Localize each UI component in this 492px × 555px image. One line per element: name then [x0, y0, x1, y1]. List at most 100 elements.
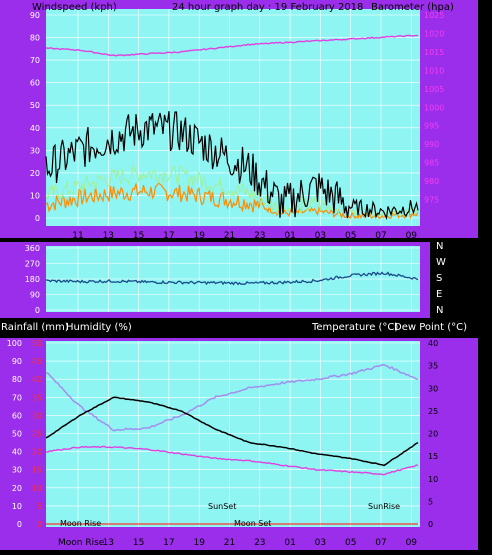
humidity-y-tick: 40	[12, 448, 22, 457]
bottom-x-tick: 23	[254, 538, 265, 548]
top-x-tick: 11	[72, 231, 83, 241]
rain-y-tick: 10	[32, 484, 42, 493]
top-y-tick: 30	[30, 146, 40, 155]
humidity-y-tick: 50	[12, 430, 22, 439]
rain-y-tick: 25	[32, 430, 42, 439]
top-y-tick: 90	[30, 11, 40, 20]
dir-y-tick: 0	[35, 306, 40, 315]
top-y2-tick: 980	[424, 177, 439, 186]
top-y-tick: 0	[35, 214, 40, 223]
bottom-x-tick: 13	[103, 538, 114, 548]
axis-ticks: 0102030405060708090975980985990995100010…	[7, 11, 445, 529]
temp-y-tick: 35	[428, 362, 438, 371]
rain-y-tick: 35	[32, 393, 42, 402]
compass-n-top: N	[436, 241, 443, 252]
x-axis-labels-bottom: 13 15 17 19 21 23 01 03 05 07 09	[103, 538, 418, 548]
top-y2-tick: 985	[424, 159, 439, 168]
top-x-tick: 23	[254, 231, 265, 241]
rain-y-tick: 50	[32, 339, 42, 348]
bottom-x-tick: 03	[315, 538, 326, 548]
compass-n-bottom: N	[436, 305, 443, 316]
temp-y-tick: 25	[428, 407, 438, 416]
humidity-header: Humidity (%)	[66, 322, 132, 333]
top-x-tick: 05	[345, 231, 356, 241]
windspeed-series	[45, 111, 419, 221]
top-y-tick: 10	[30, 191, 40, 200]
humidity-y-tick: 80	[12, 375, 22, 384]
gust-series	[45, 182, 419, 220]
top-y-tick: 60	[30, 79, 40, 88]
moonset-label: Moon Set	[234, 519, 271, 528]
rain-y-tick: 0	[37, 520, 42, 529]
windspeed-header: Windspeed (kph)	[32, 2, 117, 13]
bottom-x-tick: 21	[224, 538, 235, 548]
rain-y-tick: 15	[32, 466, 42, 475]
graph-title: 24 hour graph day : 19 February 2018	[172, 2, 363, 13]
temperature-header: Temperature (°C)	[311, 322, 398, 333]
temp-y-tick: 15	[428, 452, 438, 461]
dewpoint-header: Dew Point (°C)	[394, 322, 467, 333]
top-x-tick: 15	[133, 231, 144, 241]
top-y2-tick: 1015	[424, 48, 444, 57]
x-axis-labels-top: 11 13 15 17 19 21 23 01 03 05 07 09	[72, 231, 417, 241]
dir-y-tick: 90	[30, 291, 40, 300]
sunset-label: SunSet	[208, 502, 236, 511]
top-x-tick: 03	[315, 231, 326, 241]
series-lines	[45, 34, 419, 525]
top-x-tick: 07	[375, 231, 386, 241]
compass-s: S	[436, 273, 442, 284]
compass-e: E	[436, 289, 442, 300]
top-y2-tick: 990	[424, 140, 439, 149]
humidity-y-tick: 30	[12, 466, 22, 475]
top-y2-tick: 1000	[424, 103, 444, 112]
humidity-y-tick: 60	[12, 411, 22, 420]
bottom-x-tick: 01	[284, 538, 295, 548]
top-x-tick: 17	[163, 231, 174, 241]
humidity-y-tick: 70	[12, 393, 22, 402]
humidity-y-tick: 100	[7, 339, 22, 348]
bottom-x-tick: 19	[193, 538, 205, 548]
top-y-tick: 20	[30, 169, 40, 178]
temp-y-tick: 30	[428, 384, 438, 393]
top-y2-tick: 975	[424, 196, 439, 205]
rain-y-tick: 5	[37, 502, 42, 511]
temp-y-tick: 40	[428, 339, 438, 348]
rain-y-tick: 30	[32, 411, 42, 420]
top-y-tick: 80	[30, 34, 40, 43]
bottom-x-tick: 15	[133, 538, 144, 548]
compass-w: W	[436, 257, 446, 268]
dir-y-tick: 360	[25, 244, 40, 253]
top-y2-tick: 1010	[424, 66, 444, 75]
top-x-tick: 21	[224, 231, 235, 241]
top-y-tick: 70	[30, 56, 40, 65]
moonrise-bottom-label: Moon Rise	[58, 538, 105, 548]
rain-y-tick: 40	[32, 375, 42, 384]
humidity-y-tick: 0	[17, 520, 22, 529]
bottom-x-tick: 09	[406, 538, 418, 548]
top-x-tick: 01	[284, 231, 295, 241]
bottom-plot-bg	[46, 341, 420, 527]
dir-y-tick: 270	[25, 260, 40, 269]
humidity-y-tick: 90	[12, 357, 22, 366]
average-series	[45, 164, 419, 218]
rain-y-tick: 20	[32, 448, 42, 457]
rainfall-header: Rainfall (mm)	[1, 322, 69, 333]
top-x-tick: 13	[103, 231, 114, 241]
top-y-tick: 40	[30, 124, 40, 133]
bottom-x-tick: 07	[375, 538, 386, 548]
temperature-series	[45, 396, 419, 467]
temp-y-tick: 5	[428, 497, 433, 506]
dewpoint-series	[46, 445, 418, 476]
top-x-tick: 09	[406, 231, 418, 241]
temp-y-tick: 10	[428, 475, 438, 484]
rain-y-tick: 45	[32, 357, 42, 366]
moonrise-top-label: Moon Rise	[60, 519, 101, 528]
bottom-x-tick: 05	[345, 538, 356, 548]
top-y2-tick: 995	[424, 122, 439, 131]
temp-y-tick: 0	[428, 520, 433, 529]
barometer-series	[45, 34, 419, 57]
humidity-series	[45, 363, 419, 432]
dir-y-tick: 180	[25, 275, 40, 284]
direction-series	[45, 271, 419, 286]
